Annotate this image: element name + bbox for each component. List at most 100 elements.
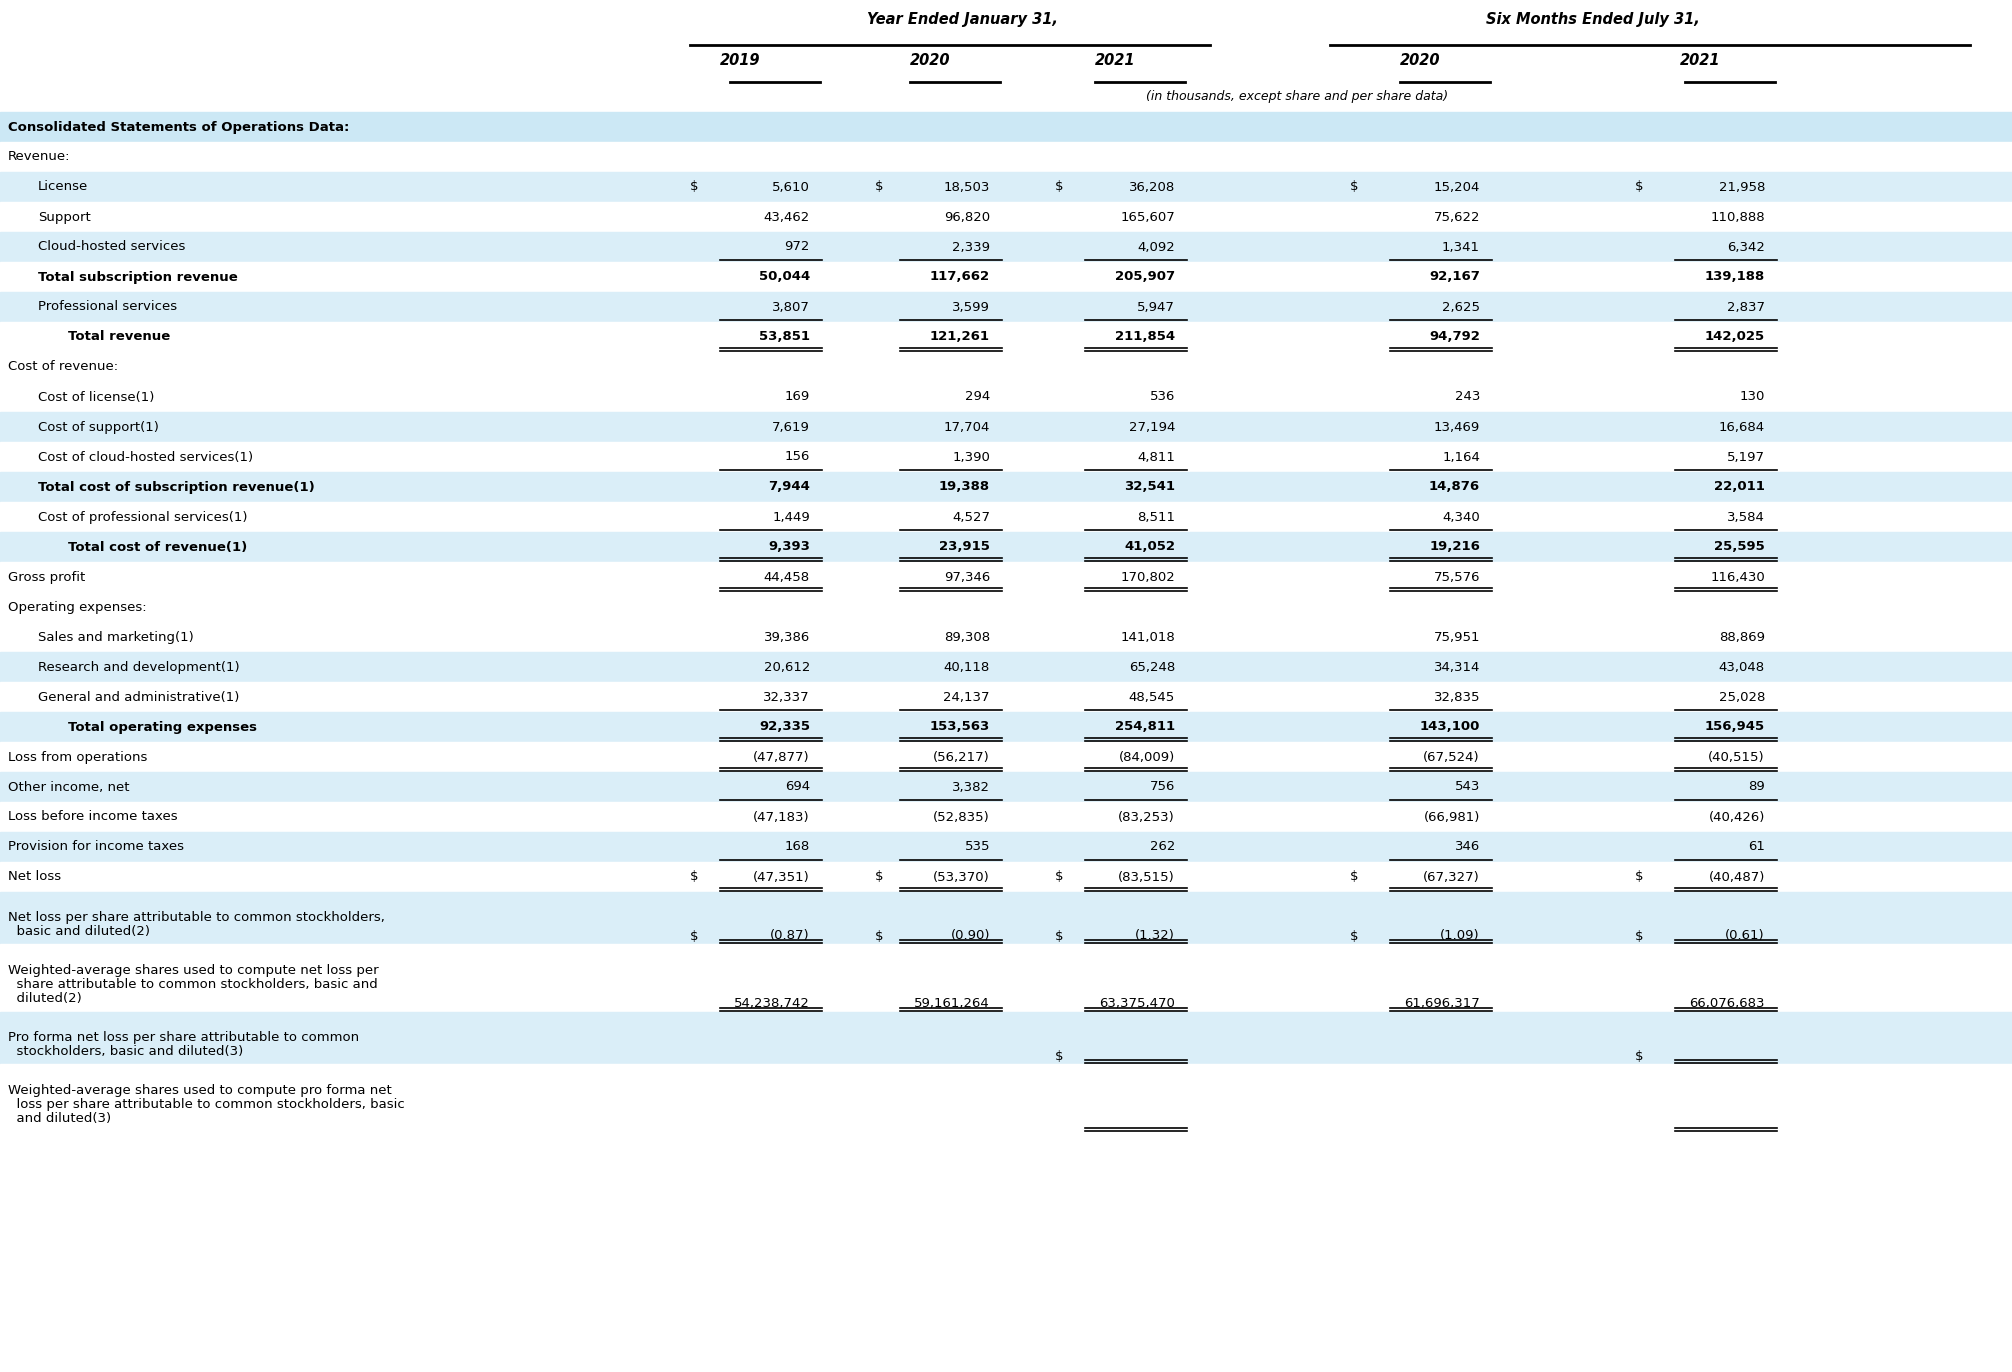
Text: 142,025: 142,025: [1704, 331, 1765, 343]
Text: 130: 130: [1740, 391, 1765, 403]
Text: 1,390: 1,390: [952, 450, 990, 464]
Text: 756: 756: [1149, 781, 1175, 793]
Text: 97,346: 97,346: [944, 571, 990, 583]
Text: Six Months Ended July 31,: Six Months Ended July 31,: [1485, 12, 1700, 27]
Text: 48,545: 48,545: [1129, 690, 1175, 704]
Text: 3,382: 3,382: [952, 781, 990, 793]
Bar: [0, 262, 2012, 292]
Text: 2020: 2020: [1400, 54, 1441, 69]
Text: 94,792: 94,792: [1429, 331, 1481, 343]
Text: 44,458: 44,458: [765, 571, 811, 583]
Text: (40,487): (40,487): [1708, 870, 1765, 884]
Text: $: $: [690, 870, 698, 884]
Text: 169: 169: [785, 391, 811, 403]
Text: Loss before income taxes: Loss before income taxes: [8, 811, 177, 823]
Text: 2020: 2020: [909, 54, 950, 69]
Bar: [0, 353, 2012, 381]
Text: (84,009): (84,009): [1119, 750, 1175, 763]
Bar: [0, 532, 2012, 563]
Text: 61,696,317: 61,696,317: [1404, 997, 1481, 1011]
Text: 25,595: 25,595: [1714, 541, 1765, 553]
Bar: [0, 202, 2012, 232]
Text: 121,261: 121,261: [930, 331, 990, 343]
Text: 536: 536: [1149, 391, 1175, 403]
Text: 19,388: 19,388: [940, 480, 990, 494]
Text: (0.90): (0.90): [950, 929, 990, 943]
Text: 972: 972: [785, 240, 811, 254]
Text: $: $: [690, 929, 698, 943]
Text: (47,351): (47,351): [752, 870, 811, 884]
Bar: [0, 862, 2012, 892]
Text: 66,076,683: 66,076,683: [1690, 997, 1765, 1011]
Text: 110,888: 110,888: [1710, 210, 1765, 224]
Bar: [0, 712, 2012, 742]
Text: 116,430: 116,430: [1710, 571, 1765, 583]
Text: 16,684: 16,684: [1718, 420, 1765, 434]
Text: $: $: [875, 929, 883, 943]
Text: 139,188: 139,188: [1704, 270, 1765, 284]
Text: 3,599: 3,599: [952, 300, 990, 313]
Bar: [0, 742, 2012, 772]
Bar: [0, 1013, 2012, 1065]
Bar: [0, 502, 2012, 532]
Text: 32,541: 32,541: [1125, 480, 1175, 494]
Text: 243: 243: [1455, 391, 1481, 403]
Text: $: $: [1636, 1050, 1644, 1062]
Text: 4,527: 4,527: [952, 510, 990, 524]
Text: (1.09): (1.09): [1441, 929, 1481, 943]
Text: loss per share attributable to common stockholders, basic: loss per share attributable to common st…: [8, 1098, 404, 1111]
Text: 61: 61: [1748, 841, 1765, 853]
Bar: [0, 772, 2012, 803]
Text: 19,216: 19,216: [1429, 541, 1481, 553]
Text: and diluted(3): and diluted(3): [8, 1111, 111, 1125]
Bar: [0, 292, 2012, 322]
Text: 17,704: 17,704: [944, 420, 990, 434]
Bar: [0, 591, 2012, 622]
Text: Pro forma net loss per share attributable to common: Pro forma net loss per share attributabl…: [8, 1030, 358, 1044]
Text: 141,018: 141,018: [1121, 631, 1175, 643]
Text: (47,877): (47,877): [752, 750, 811, 763]
Text: 75,576: 75,576: [1433, 571, 1481, 583]
Text: $: $: [1350, 929, 1358, 943]
Text: (40,426): (40,426): [1708, 811, 1765, 823]
Text: 294: 294: [964, 391, 990, 403]
Text: Total operating expenses: Total operating expenses: [68, 720, 258, 734]
Text: 13,469: 13,469: [1435, 420, 1481, 434]
Text: 2021: 2021: [1095, 54, 1135, 69]
Text: 75,951: 75,951: [1433, 631, 1481, 643]
Text: 24,137: 24,137: [944, 690, 990, 704]
Text: 32,337: 32,337: [763, 690, 811, 704]
Text: (56,217): (56,217): [934, 750, 990, 763]
Text: (52,835): (52,835): [934, 811, 990, 823]
Bar: [0, 944, 2012, 1013]
Text: Total subscription revenue: Total subscription revenue: [38, 270, 237, 284]
Text: Weighted-average shares used to compute pro forma net: Weighted-average shares used to compute …: [8, 1084, 392, 1098]
Text: (83,253): (83,253): [1119, 811, 1175, 823]
Text: Provision for income taxes: Provision for income taxes: [8, 841, 183, 853]
Text: 254,811: 254,811: [1115, 720, 1175, 734]
Text: $: $: [875, 870, 883, 884]
Bar: [0, 442, 2012, 472]
Text: basic and diluted(2): basic and diluted(2): [8, 925, 151, 938]
Text: 21,958: 21,958: [1718, 181, 1765, 193]
Text: 27,194: 27,194: [1129, 420, 1175, 434]
Text: Loss from operations: Loss from operations: [8, 750, 147, 763]
Text: 92,167: 92,167: [1429, 270, 1481, 284]
Text: 20,612: 20,612: [765, 660, 811, 674]
Text: 543: 543: [1455, 781, 1481, 793]
Text: (0.87): (0.87): [771, 929, 811, 943]
Text: 694: 694: [785, 781, 811, 793]
Text: $: $: [690, 181, 698, 193]
Text: 4,092: 4,092: [1137, 240, 1175, 254]
Text: 96,820: 96,820: [944, 210, 990, 224]
Text: 7,944: 7,944: [769, 480, 811, 494]
Text: $: $: [1636, 870, 1644, 884]
Text: stockholders, basic and diluted(3): stockholders, basic and diluted(3): [8, 1045, 243, 1058]
Text: Cost of support(1): Cost of support(1): [38, 420, 159, 434]
Text: 18,503: 18,503: [944, 181, 990, 193]
Text: Other income, net: Other income, net: [8, 781, 129, 793]
Text: Total cost of subscription revenue(1): Total cost of subscription revenue(1): [38, 480, 314, 494]
Text: Research and development(1): Research and development(1): [38, 660, 239, 674]
Text: $: $: [875, 181, 883, 193]
Text: 156,945: 156,945: [1704, 720, 1765, 734]
